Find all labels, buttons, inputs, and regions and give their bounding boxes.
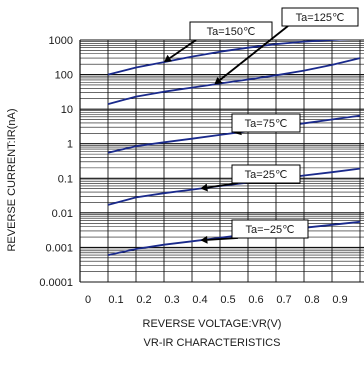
x-tick-label: 0.7 (276, 294, 291, 306)
y-tick-label: 0.01 (52, 208, 73, 220)
series-line (107, 114, 361, 154)
y-axis-title: REVERSE CURRENT:IR(nA) (6, 108, 18, 251)
callout-arrowhead (214, 76, 223, 85)
callout-box (189, 21, 273, 41)
grid (79, 39, 364, 283)
x-tick-label: 0.5 (220, 294, 235, 306)
chart-title: VR-IR CHARACTERISTICS (144, 337, 281, 349)
callout-box (231, 219, 309, 239)
x-axis-title: REVERSE VOLTAGE:VR(V) (143, 318, 282, 330)
x-tick-label: 0 (85, 294, 91, 306)
x-tick-label: 0.1 (108, 294, 123, 306)
y-tick-label: 0.001 (45, 242, 73, 254)
x-tick-label: 0.3 (164, 294, 179, 306)
series-line (107, 57, 361, 105)
callout-label: Ta=75℃ (245, 118, 288, 130)
callout-leader (169, 39, 197, 59)
y-tick-label: 1 (67, 139, 73, 151)
callout-label: Ta=125℃ (296, 12, 345, 24)
series-line (107, 40, 351, 76)
y-tick-label: 0.0001 (39, 277, 73, 289)
callout-arrowhead (164, 54, 172, 63)
callout-label: Ta=25℃ (245, 169, 288, 181)
x-tick-label: 0.2 (136, 294, 151, 306)
y-tick-label: 10 (61, 104, 73, 116)
callouts: Ta=150℃ Ta=125℃ Ta=75℃ Ta=25℃ Ta=−25℃ (164, 7, 359, 244)
y-tick-label: 100 (55, 70, 73, 82)
callout-arrowhead (200, 235, 208, 244)
callout-box (231, 164, 301, 184)
callout-box (231, 113, 301, 133)
callout-leader (207, 182, 239, 189)
callout-label: Ta=−25℃ (245, 224, 294, 236)
callout-label: Ta=150℃ (207, 26, 256, 38)
x-tick-label: 0.8 (304, 294, 319, 306)
x-tick-label: 0.4 (192, 294, 207, 306)
x-tick-label: 0.6 (248, 294, 263, 306)
y-tick-label: 1000 (49, 35, 73, 47)
x-tick-label: 0.9 (332, 294, 347, 306)
callout-arrowhead (200, 183, 208, 192)
y-tick-label: 0.1 (58, 173, 73, 185)
tick-labels: 1000 100 10 1 0.1 0.01 0.001 0.0001 0 0.1 0.2 0.3 0.… (39, 35, 347, 306)
callout-leader (219, 25, 289, 81)
callout-box (281, 7, 359, 27)
